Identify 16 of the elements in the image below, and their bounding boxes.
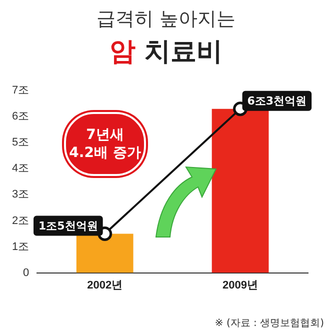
x-tick-label: 2009년 xyxy=(222,279,258,292)
chart-subtitle: 암 치료비 xyxy=(108,36,224,69)
annotation: 7년새 4.2배 증가 xyxy=(64,112,146,176)
y-tick-label: 4조 xyxy=(12,162,30,175)
data-label: 6조3천억원 xyxy=(247,94,307,108)
text: ※ (자료 : 생명보험협회) xyxy=(214,317,324,330)
y-tick-label: 2조 xyxy=(12,214,30,227)
x-tick-label: 2002년 xyxy=(87,279,123,292)
y-tick-label: 3조 xyxy=(12,188,30,201)
y-tick-label: 5조 xyxy=(12,136,30,149)
y-tick-label: 7조 xyxy=(12,84,30,97)
y-tick-label: 1조 xyxy=(12,240,30,253)
chart-title: 급격히 높아지는 xyxy=(95,7,237,32)
y-tick-label: 6조 xyxy=(12,110,30,123)
data-label: 1조5천억원 xyxy=(38,220,98,233)
y-tick-label: 0 xyxy=(22,266,30,279)
